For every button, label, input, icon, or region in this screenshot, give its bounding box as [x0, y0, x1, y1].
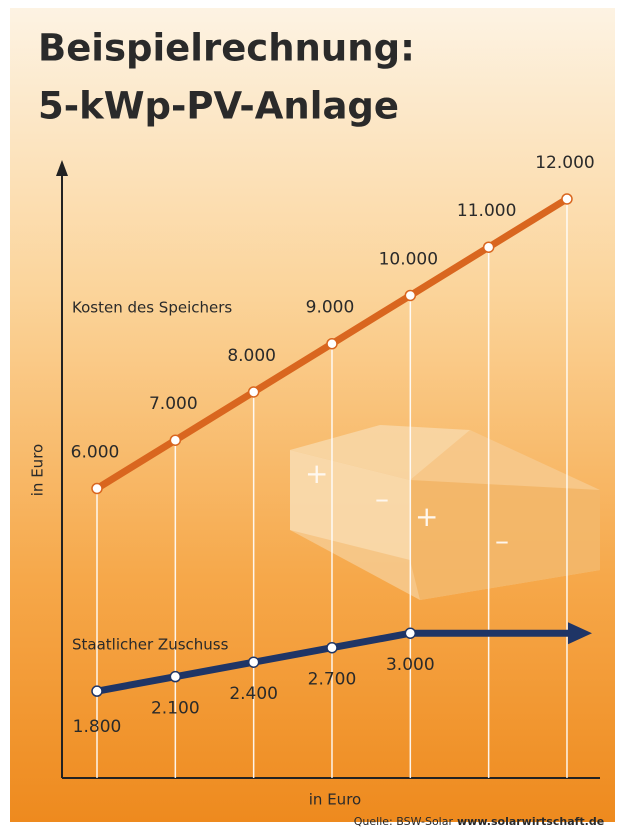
data-point	[405, 628, 415, 638]
data-label: 6.000	[71, 442, 120, 462]
series-label: Kosten des Speichers	[72, 299, 232, 317]
data-point	[484, 242, 494, 252]
series-label: Staatlicher Zuschuss	[72, 636, 229, 654]
svg-text:–: –	[375, 482, 389, 515]
source: Quelle: BSW-Solar	[354, 815, 454, 828]
data-point	[327, 643, 337, 653]
svg-text:+: +	[305, 457, 328, 490]
data-point	[249, 657, 259, 667]
data-label: 7.000	[149, 394, 198, 414]
data-point	[405, 290, 415, 300]
x-axis-label: in Euro	[309, 791, 361, 809]
chart: Beispielrechnung: 5-kWp-PV-Anlage + – + …	[0, 0, 623, 830]
data-label: 10.000	[379, 249, 438, 269]
background	[10, 8, 615, 822]
source-url: www.solarwirtschaft.de	[457, 815, 604, 828]
data-point	[92, 483, 102, 493]
data-label: 2.400	[229, 684, 278, 704]
data-label: 12.000	[535, 153, 594, 173]
data-point	[327, 339, 337, 349]
chart-subtitle: 5-kWp-PV-Anlage	[38, 85, 399, 128]
data-point	[170, 672, 180, 682]
data-label: 2.700	[308, 670, 357, 690]
data-point	[92, 686, 102, 696]
y-axis-label: in Euro	[29, 444, 47, 496]
data-label: 3.000	[386, 655, 435, 675]
data-label: 2.100	[151, 699, 200, 719]
data-label: 11.000	[457, 201, 516, 221]
data-label: 8.000	[227, 346, 276, 366]
data-label: 9.000	[306, 298, 355, 318]
svg-text:+: +	[415, 500, 438, 533]
data-point	[170, 435, 180, 445]
svg-text:–: –	[495, 524, 509, 557]
data-point	[562, 194, 572, 204]
data-label: 1.800	[73, 717, 122, 737]
data-point	[249, 387, 259, 397]
chart-title: Beispielrechnung:	[38, 27, 415, 70]
